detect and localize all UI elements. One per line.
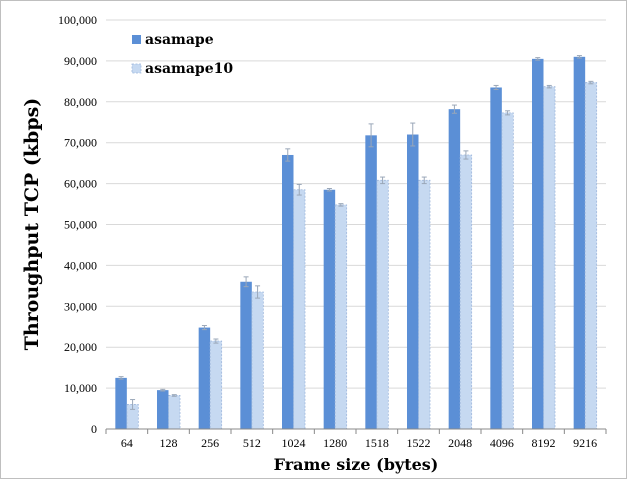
bar-asamape-4096 (490, 87, 502, 430)
bar-asamape10-512 (251, 291, 264, 430)
bar-asamape-2048 (448, 109, 461, 430)
y-tick-label: 50,000 (64, 218, 97, 232)
y-tick-label: 30,000 (64, 299, 97, 313)
x-tick-label: 1280 (323, 436, 347, 450)
x-tick-label: 2048 (448, 436, 472, 450)
y-tick-label: 100,000 (58, 13, 97, 27)
bar-asamape10-1522 (418, 179, 431, 430)
y-tick-label: 20,000 (64, 340, 97, 354)
bar-asamape-128 (157, 390, 169, 429)
legend-swatch-asamape (132, 35, 141, 44)
bar-asamape10-1280 (334, 204, 348, 430)
bar-asamape-512 (240, 281, 252, 429)
y-tick-label: 10,000 (64, 381, 97, 395)
bar-asamape10-64 (126, 404, 139, 430)
y-axis-title: Throughput TCP (kbps) (21, 98, 43, 351)
y-tick-label: 90,000 (64, 54, 97, 68)
bar-asamape10-1518 (376, 179, 389, 430)
y-tick-label: 0 (91, 422, 97, 436)
gridlines (106, 19, 606, 389)
bar-asamape-1024 (282, 154, 294, 429)
x-tick-label: 1024 (282, 436, 306, 450)
bar-asamape-1280 (323, 189, 336, 429)
y-axis-ticks: 0 10,000 20,000 30,000 40,000 50,000 60,000 70,… (58, 13, 97, 436)
bars (115, 55, 598, 430)
legend-swatch-asamape10 (131, 63, 142, 74)
x-tick-label: 1522 (407, 436, 431, 450)
bar-asamape10-1024 (293, 189, 306, 430)
legend-label-asamape10: asamape10 (145, 61, 233, 77)
bar-asamape-1522 (407, 134, 419, 429)
bar-asamape-1518 (365, 135, 377, 429)
x-tick-label: 256 (201, 436, 219, 450)
bar-asamape-256 (198, 327, 211, 429)
bar-asamape10-256 (209, 340, 223, 430)
x-tick-label: 64 (121, 436, 133, 450)
x-axis-ticks: 64 128 256 512 1024 1280 1518 1522 2048 4096 8192 9… (105, 429, 607, 450)
bar-asamape10-4096 (501, 112, 514, 430)
bar-asamape10-8192 (543, 86, 556, 430)
bar-asamape10-9216 (584, 82, 598, 430)
bar-asamape10-128 (168, 395, 181, 430)
legend: asamape asamape10 (131, 32, 233, 77)
bar-asamape10-2048 (459, 154, 473, 430)
bar-asamape-64 (115, 377, 127, 429)
bar-asamape-8192 (532, 58, 544, 429)
x-tick-label: 128 (160, 436, 178, 450)
x-axis-title: Frame size (bytes) (274, 455, 439, 474)
y-tick-label: 70,000 (64, 136, 97, 150)
y-tick-label: 80,000 (64, 95, 97, 109)
x-tick-label: 9216 (573, 436, 597, 450)
y-tick-label: 60,000 (64, 177, 97, 191)
y-tick-label: 40,000 (64, 258, 97, 272)
x-tick-label: 1518 (365, 436, 389, 450)
legend-label-asamape: asamape (145, 32, 214, 48)
x-tick-label: 8192 (532, 436, 556, 450)
x-tick-label: 4096 (490, 436, 514, 450)
x-tick-label: 512 (243, 436, 261, 450)
bar-asamape-9216 (573, 56, 586, 430)
